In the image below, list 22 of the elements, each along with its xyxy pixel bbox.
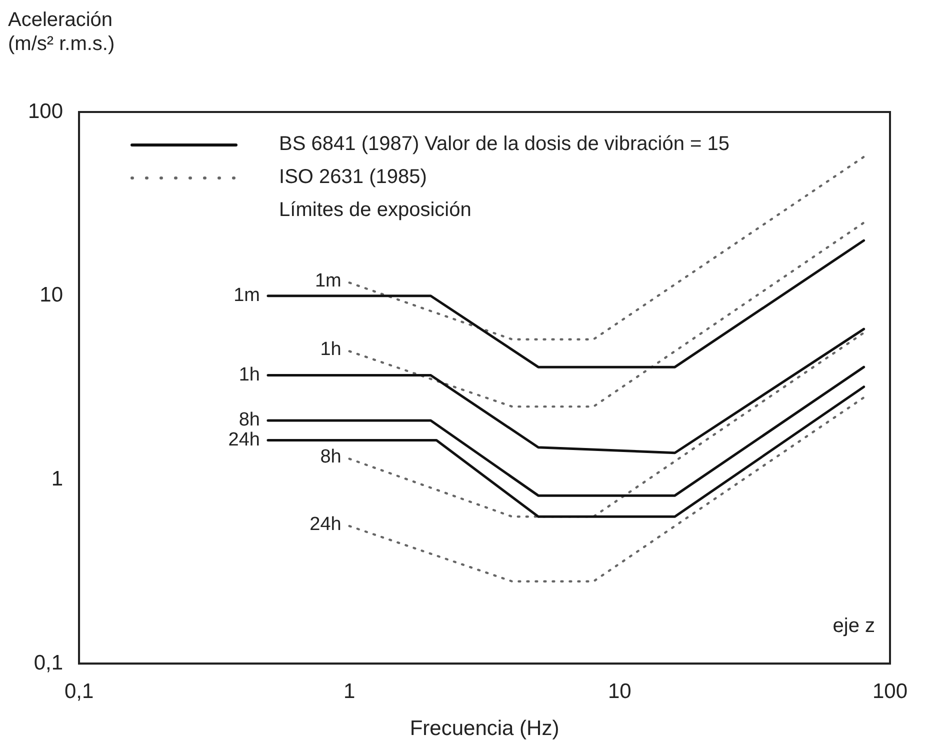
series-label: 8h bbox=[320, 446, 342, 468]
y-tick-label: 0,1 bbox=[34, 651, 64, 674]
series-label: 1m bbox=[234, 285, 260, 306]
series-label: 1h bbox=[238, 364, 260, 386]
x-tick-label: 1 bbox=[344, 680, 356, 703]
y-tick-label: 10 bbox=[40, 284, 64, 307]
annotation: BS 6841 (1987) Valor de la dosis de vibración = 15 bbox=[279, 132, 730, 156]
series-label: 8h bbox=[238, 410, 260, 431]
series-label: 1h bbox=[320, 338, 342, 360]
x-tick-label: 0,1 bbox=[64, 680, 94, 703]
series-label: 24h bbox=[310, 514, 342, 535]
y-tick-label: 1 bbox=[51, 468, 64, 491]
x-axis-title: Frecuencia (Hz) bbox=[410, 717, 560, 740]
annotation: eje z bbox=[832, 614, 875, 638]
series-label: 24h bbox=[228, 429, 260, 450]
y-axis-title: Aceleración (m/s² r.m.s.) bbox=[8, 8, 115, 56]
x-tick-label: 10 bbox=[608, 680, 632, 703]
series-label: 1m bbox=[314, 270, 342, 292]
annotation: ISO 2631 (1985) bbox=[279, 165, 427, 189]
y-tick-label: 100 bbox=[28, 100, 64, 123]
x-tick-label: 100 bbox=[872, 680, 908, 703]
annotation: Límites de exposición bbox=[279, 198, 472, 222]
